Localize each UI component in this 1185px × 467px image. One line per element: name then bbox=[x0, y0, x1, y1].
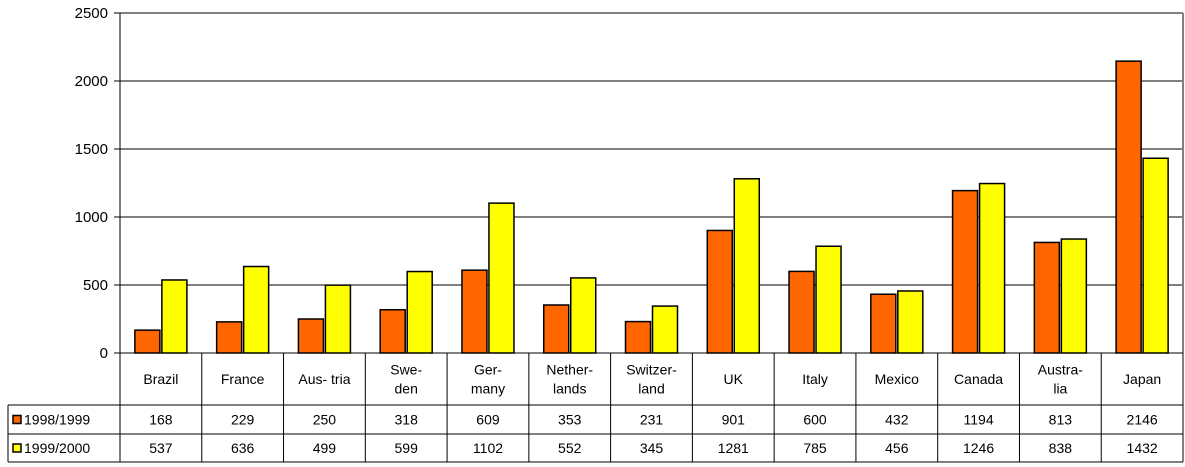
category-label-13: Japan bbox=[1123, 371, 1161, 387]
table-value-2-4: 599 bbox=[395, 440, 419, 456]
bar-1-8 bbox=[706, 229, 734, 354]
legend-label-1: 1998/1999 bbox=[24, 412, 90, 428]
category-label-7-line-2: land bbox=[638, 381, 664, 397]
table-value-2-13: 1432 bbox=[1127, 440, 1158, 456]
y-tick-label-1500: 1500 bbox=[75, 141, 108, 158]
category-label-6-line-1: Nether- bbox=[546, 362, 593, 378]
table-value-1-13: 2146 bbox=[1127, 412, 1158, 428]
bar-1-12 bbox=[1033, 241, 1061, 354]
category-label-10: Mexico bbox=[875, 371, 920, 387]
y-tick-label-2500: 2500 bbox=[75, 5, 108, 22]
category-label-11: Canada bbox=[954, 371, 1003, 387]
table-value-2-8: 1281 bbox=[718, 440, 749, 456]
table-value-1-12: 813 bbox=[1049, 412, 1073, 428]
category-label-8: UK bbox=[724, 371, 744, 387]
category-label-6-line-2: lands bbox=[553, 381, 586, 397]
table-value-2-5: 1102 bbox=[473, 440, 503, 456]
y-tick-label-2000: 2000 bbox=[75, 73, 108, 90]
y-tick-label-0: 0 bbox=[100, 345, 108, 362]
bar-2-4 bbox=[406, 270, 433, 354]
table-value-2-6: 552 bbox=[558, 440, 582, 456]
category-label-12-line-1: Austra- bbox=[1038, 362, 1083, 378]
bar-1-7 bbox=[624, 320, 652, 354]
bar-2-1 bbox=[161, 279, 188, 354]
bars bbox=[134, 60, 1169, 354]
table-value-2-1: 537 bbox=[149, 440, 173, 456]
table-value-1-5: 609 bbox=[476, 412, 500, 428]
bar-2-7 bbox=[651, 305, 679, 354]
bar-2-2 bbox=[242, 265, 270, 354]
data-table: Brazil France Aus- tria Swe-den Ger-many Neth… bbox=[7, 352, 1184, 463]
bar-2-10 bbox=[897, 290, 924, 354]
bar-1-11 bbox=[951, 189, 979, 354]
bar-1-3 bbox=[297, 318, 325, 354]
table-value-1-2: 229 bbox=[231, 412, 255, 428]
table-value-1-10: 432 bbox=[885, 412, 909, 428]
table-value-1-4: 318 bbox=[395, 412, 419, 428]
bar-1-5 bbox=[461, 269, 488, 354]
category-label-3: Aus- tria bbox=[298, 371, 350, 387]
table-value-1-11: 1194 bbox=[964, 412, 994, 428]
bar-2-5 bbox=[488, 202, 515, 354]
table-value-2-3: 499 bbox=[313, 440, 337, 456]
bar-1-10 bbox=[870, 293, 897, 354]
table-value-1-3: 250 bbox=[313, 412, 337, 428]
table-value-2-7: 345 bbox=[640, 440, 664, 456]
category-label-4-line-1: Swe- bbox=[390, 362, 422, 378]
table-value-2-10: 456 bbox=[885, 440, 909, 456]
bar-2-11 bbox=[978, 182, 1006, 354]
category-label-1: Brazil bbox=[143, 371, 178, 387]
bar-1-2 bbox=[215, 321, 243, 354]
bar-2-6 bbox=[569, 277, 597, 354]
table-value-2-12: 838 bbox=[1049, 440, 1073, 456]
table-value-2-9: 785 bbox=[803, 440, 827, 456]
bar-1-6 bbox=[542, 304, 570, 354]
table-value-1-9: 600 bbox=[803, 412, 827, 428]
bar-2-12 bbox=[1060, 238, 1088, 354]
category-label-7-line-1: Switzer- bbox=[626, 362, 677, 378]
table-value-1-1: 168 bbox=[149, 412, 173, 428]
table-value-1-6: 353 bbox=[558, 412, 582, 428]
bar-1-4 bbox=[379, 309, 406, 354]
table-value-1-7: 231 bbox=[640, 412, 664, 428]
bar-1-9 bbox=[788, 270, 815, 354]
bar-2-8 bbox=[733, 178, 761, 354]
bar-1-1 bbox=[134, 329, 161, 354]
category-label-5-line-2: many bbox=[471, 381, 505, 397]
axes bbox=[114, 12, 1184, 354]
gridlines bbox=[120, 12, 1183, 286]
table-value-2-2: 636 bbox=[231, 440, 255, 456]
bar-1-13 bbox=[1115, 60, 1142, 354]
y-tick-labels: 0 500 1000 1500 2000 2500 bbox=[75, 5, 108, 362]
category-label-4-line-2: den bbox=[395, 381, 418, 397]
legend-swatch-2 bbox=[12, 443, 22, 453]
bar-2-9 bbox=[815, 245, 842, 354]
category-label-9: Italy bbox=[802, 371, 828, 387]
legend-label-2: 1999/2000 bbox=[24, 440, 90, 456]
y-tick-label-1000: 1000 bbox=[75, 209, 108, 226]
category-label-5-line-1: Ger- bbox=[474, 362, 502, 378]
legend-swatch-1 bbox=[12, 414, 22, 425]
bar-2-3 bbox=[324, 284, 352, 354]
table-value-1-8: 901 bbox=[722, 412, 746, 428]
table-value-2-11: 1246 bbox=[963, 440, 994, 456]
bar-2-13 bbox=[1142, 157, 1169, 354]
category-label-2: France bbox=[221, 371, 265, 387]
category-label-12-line-2: lia bbox=[1053, 381, 1067, 397]
y-tick-label-500: 500 bbox=[83, 277, 108, 294]
